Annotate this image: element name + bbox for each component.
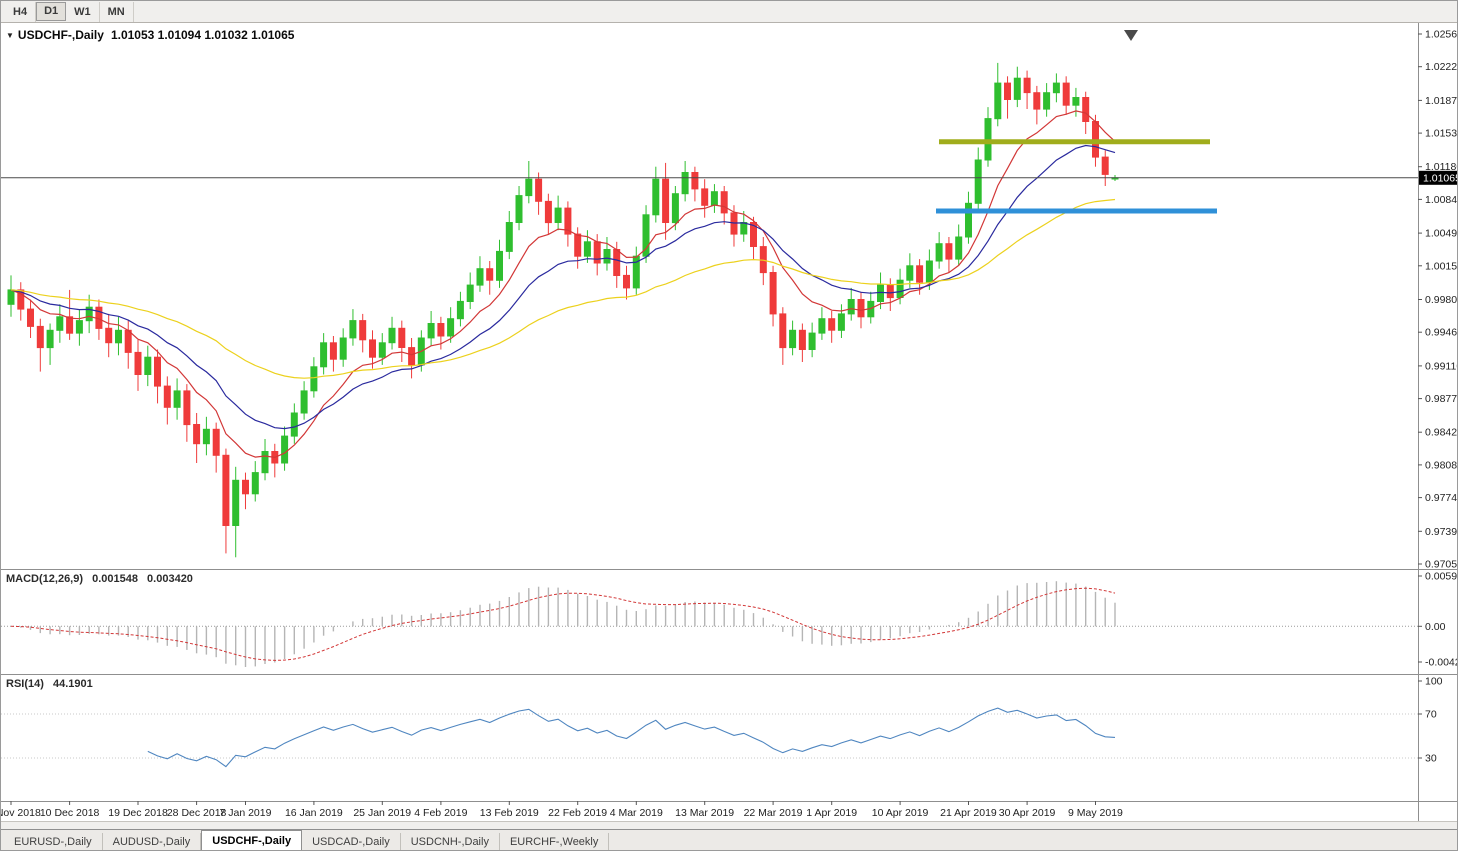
price-axis-label: 1.01870 (1425, 95, 1458, 107)
bid-price-badge-label: 1.01065 (1423, 173, 1458, 185)
date-label: 22 Mar 2019 (744, 807, 803, 819)
chart-tab-eurusd-daily[interactable]: EURUSD-,Daily (4, 833, 103, 850)
chart-tab-usdchf-daily[interactable]: USDCHF-,Daily (201, 830, 303, 850)
chart-tab-bar: EURUSD-,Daily AUDUSD-,Daily USDCHF-,Daily U… (1, 829, 1457, 850)
timeframe-button-h4[interactable]: H4 (5, 1, 37, 22)
price-axis-label: 1.02560 (1425, 29, 1458, 41)
chart-tab-usdcnh-daily[interactable]: USDCNH-,Daily (401, 833, 500, 850)
price-axis-label: 1.01530 (1425, 128, 1458, 140)
symbol-period-title: USDCHF-,Daily (17, 28, 104, 42)
rsi-name: RSI(14) (6, 678, 44, 690)
date-label: 25 Jan 2019 (353, 807, 411, 819)
timeframe-button-w1[interactable]: W1 (66, 1, 100, 22)
rsi-line (147, 707, 1116, 768)
date-label: 22 Feb 2019 (548, 807, 607, 819)
rsi-axis-label: 30 (1425, 753, 1437, 765)
chart-tab-usdcad-daily[interactable]: USDCAD-,Daily (302, 833, 401, 850)
price-axis-label: 1.02220 (1425, 61, 1458, 73)
rsi-value: 44.1901 (52, 678, 93, 690)
chart-collapse-arrow-icon[interactable]: ▼ (6, 30, 14, 40)
chart-shift-marker-icon[interactable] (1124, 30, 1138, 41)
chart-title: ▼ USDCHF-,Daily 1.01053 1.01094 1.01032 … (6, 28, 294, 42)
ma-mid-navy (10, 144, 1116, 430)
macd-axis-label: -0.00424 (1425, 657, 1458, 669)
macd-indicator-label: MACD(12,26,9) 0.001548 0.003420 (6, 573, 193, 585)
timeframe-button-d1[interactable]: D1 (36, 2, 67, 21)
timeframe-button-mn[interactable]: MN (100, 1, 134, 22)
date-label: 4 Feb 2019 (414, 807, 467, 819)
rsi-axis[interactable]: 100 70 30 (1418, 676, 1443, 765)
ma-slow-yellow (10, 198, 1116, 379)
rsi-axis-label: 100 (1425, 676, 1443, 688)
macd-signal-value: 0.003420 (147, 573, 193, 585)
date-label: 30 Apr 2019 (999, 807, 1056, 819)
price-axis[interactable]: 1.02560 1.02220 1.01870 1.01530 1.01180 1.008… (1418, 29, 1458, 571)
horizontal-scroll-strip[interactable] (1, 821, 1457, 829)
price-axis-label: 1.00840 (1425, 194, 1458, 206)
rsi-indicator-label: RSI(14) 44.1901 (6, 678, 93, 690)
macd-axis-label: 0.00 (1425, 621, 1446, 633)
price-axis-label: 1.01180 (1425, 161, 1458, 173)
date-label: 9 May 2019 (1068, 807, 1123, 819)
price-axis-label: 1.00490 (1425, 228, 1458, 240)
bid-price-badge (1419, 170, 1457, 185)
date-label: 16 Jan 2019 (285, 807, 343, 819)
chart-tab-eurchf-weekly[interactable]: EURCHF-,Weekly (500, 833, 610, 850)
rsi-axis-label: 70 (1425, 709, 1437, 721)
date-label: 10 Apr 2019 (872, 807, 929, 819)
date-label: 21 Apr 2019 (940, 807, 997, 819)
ohlc-readout: 1.01053 1.01094 1.01032 1.01065 (110, 28, 295, 42)
macd-main-value: 0.001548 (92, 573, 138, 585)
macd-axis[interactable]: 0.00597 0.00 -0.00424 (1418, 571, 1458, 669)
macd-name: MACD(12,26,9) (6, 573, 84, 585)
date-label: 13 Mar 2019 (675, 807, 734, 819)
macd-signal-line (10, 587, 1116, 661)
macd-axis-label: 0.00597 (1425, 571, 1458, 583)
date-label: 10 Dec 2018 (40, 807, 100, 819)
date-label: 13 Feb 2019 (480, 807, 539, 819)
date-label: 1 Apr 2019 (806, 807, 857, 819)
moving-averages-layer (10, 110, 1116, 459)
date-label: 28 Dec 2018 (167, 807, 227, 819)
timeframe-toolbar: H4 D1 W1 MN (1, 1, 1457, 23)
date-label: 4 Mar 2019 (610, 807, 663, 819)
chart-tab-audusd-daily[interactable]: AUDUSD-,Daily (103, 833, 202, 850)
date-label: 19 Dec 2018 (108, 807, 168, 819)
date-label: 7 Jan 2019 (219, 807, 271, 819)
date-label: 30 Nov 2018 (1, 807, 41, 819)
macd-histogram (20, 581, 1116, 667)
chart-canvas[interactable]: 1.02560 1.02220 1.01870 1.01530 1.01180 1.008… (1, 23, 1458, 821)
